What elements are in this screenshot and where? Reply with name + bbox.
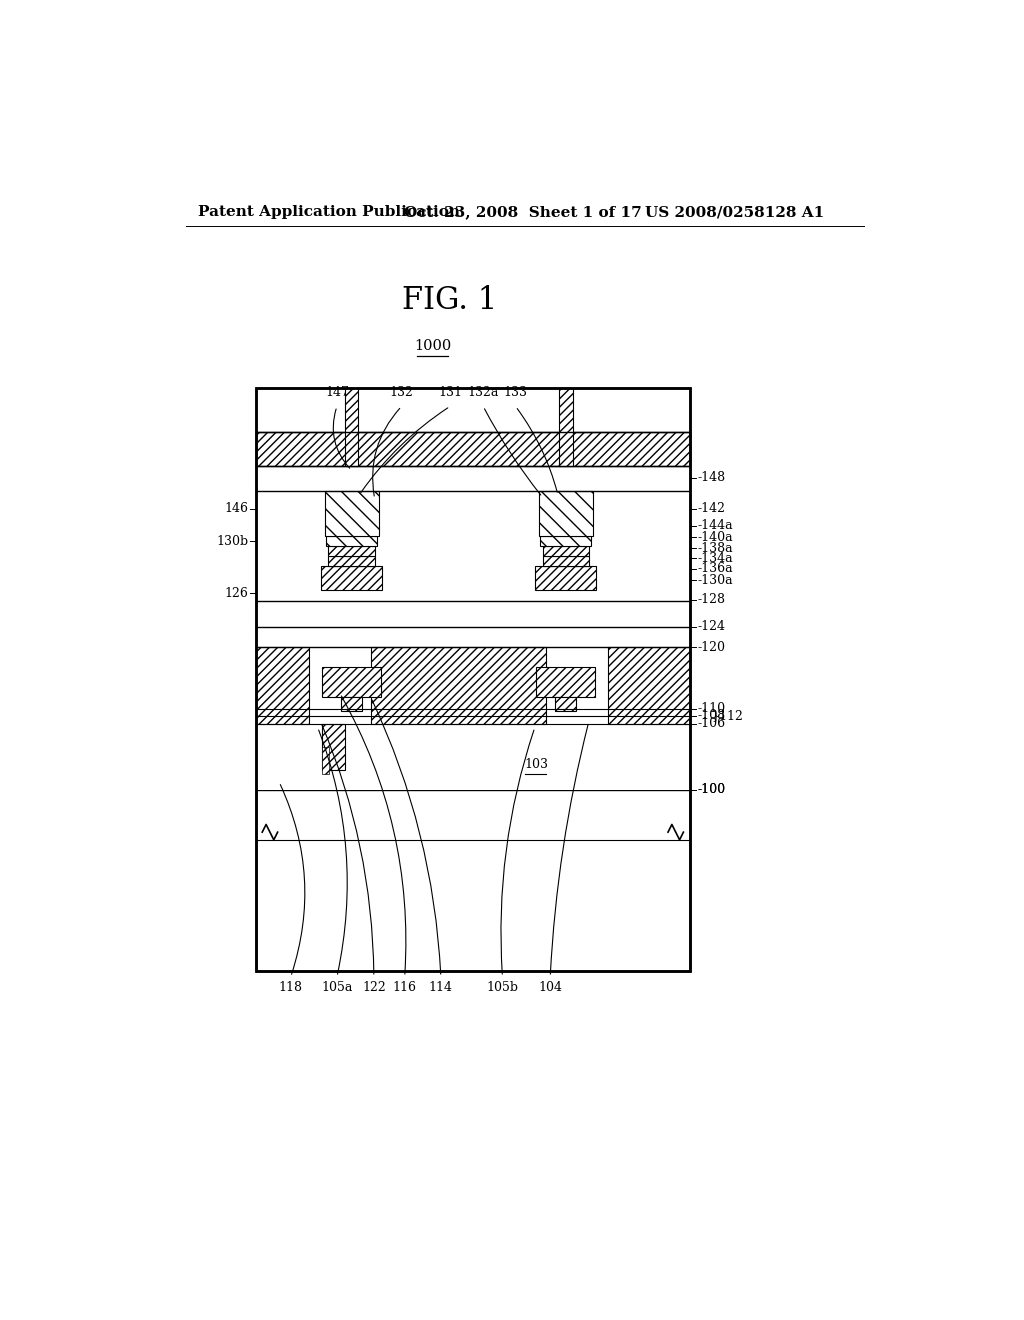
Text: 105a: 105a bbox=[322, 981, 352, 994]
Text: -130a: -130a bbox=[697, 574, 733, 587]
Text: -100: -100 bbox=[697, 783, 725, 796]
Bar bbox=[256, 432, 689, 466]
Text: Patent Application Publication: Patent Application Publication bbox=[199, 206, 461, 219]
Text: -108: -108 bbox=[697, 709, 725, 722]
Text: -124: -124 bbox=[697, 620, 725, 634]
Text: 116: 116 bbox=[392, 981, 417, 994]
Text: 146: 146 bbox=[224, 502, 249, 515]
Bar bbox=[256, 388, 689, 970]
Text: 126: 126 bbox=[224, 587, 249, 601]
Text: 132: 132 bbox=[390, 385, 414, 399]
Text: -120: -120 bbox=[697, 640, 725, 653]
Text: -138a: -138a bbox=[697, 541, 733, 554]
Text: -106: -106 bbox=[697, 717, 725, 730]
Text: -140a: -140a bbox=[697, 531, 733, 544]
Bar bbox=[543, 556, 589, 566]
Text: -136a: -136a bbox=[697, 562, 733, 576]
Text: 103: 103 bbox=[524, 758, 549, 771]
Bar bbox=[322, 747, 330, 775]
Text: Oct. 23, 2008  Sheet 1 of 17: Oct. 23, 2008 Sheet 1 of 17 bbox=[403, 206, 642, 219]
Bar bbox=[322, 723, 345, 770]
Bar bbox=[371, 647, 547, 723]
Bar bbox=[341, 697, 362, 711]
Text: 1000: 1000 bbox=[414, 339, 451, 354]
Bar bbox=[559, 388, 572, 466]
Text: -128: -128 bbox=[697, 593, 725, 606]
Bar bbox=[537, 667, 595, 697]
Text: -148: -148 bbox=[697, 471, 725, 484]
Text: -142: -142 bbox=[697, 502, 725, 515]
Bar bbox=[321, 566, 382, 590]
Text: 104: 104 bbox=[539, 981, 562, 994]
Bar bbox=[608, 647, 689, 723]
Bar bbox=[541, 536, 591, 545]
Text: -110: -110 bbox=[697, 702, 725, 715]
Bar bbox=[256, 466, 689, 491]
Text: 114: 114 bbox=[429, 981, 453, 994]
Text: 131: 131 bbox=[438, 385, 462, 399]
Bar bbox=[325, 491, 379, 536]
Bar bbox=[323, 667, 381, 697]
Bar bbox=[535, 566, 596, 590]
Text: 147: 147 bbox=[325, 385, 349, 399]
Bar bbox=[256, 647, 309, 723]
Bar bbox=[329, 556, 375, 566]
Bar bbox=[555, 697, 577, 711]
Text: 132a: 132a bbox=[468, 385, 499, 399]
Bar bbox=[256, 601, 689, 627]
Text: 122: 122 bbox=[362, 981, 386, 994]
Bar bbox=[329, 545, 375, 556]
Text: FIG. 1: FIG. 1 bbox=[402, 285, 498, 317]
Text: -134a: -134a bbox=[697, 552, 733, 565]
Text: 133: 133 bbox=[504, 385, 527, 399]
Bar bbox=[256, 388, 689, 970]
Text: 118: 118 bbox=[279, 981, 303, 994]
Text: -100: -100 bbox=[697, 783, 725, 796]
Bar bbox=[256, 647, 689, 723]
Bar bbox=[326, 536, 377, 545]
Text: -144a: -144a bbox=[697, 519, 733, 532]
Bar bbox=[256, 601, 689, 647]
Bar bbox=[256, 388, 689, 432]
Text: 105b: 105b bbox=[486, 981, 518, 994]
Bar bbox=[539, 491, 593, 536]
Bar bbox=[345, 388, 358, 466]
Text: 130b: 130b bbox=[216, 535, 249, 548]
Bar bbox=[256, 723, 689, 789]
Text: }112: }112 bbox=[711, 709, 743, 722]
Bar bbox=[256, 491, 689, 627]
Bar bbox=[543, 545, 589, 556]
Text: US 2008/0258128 A1: US 2008/0258128 A1 bbox=[645, 206, 824, 219]
Bar bbox=[256, 789, 689, 970]
